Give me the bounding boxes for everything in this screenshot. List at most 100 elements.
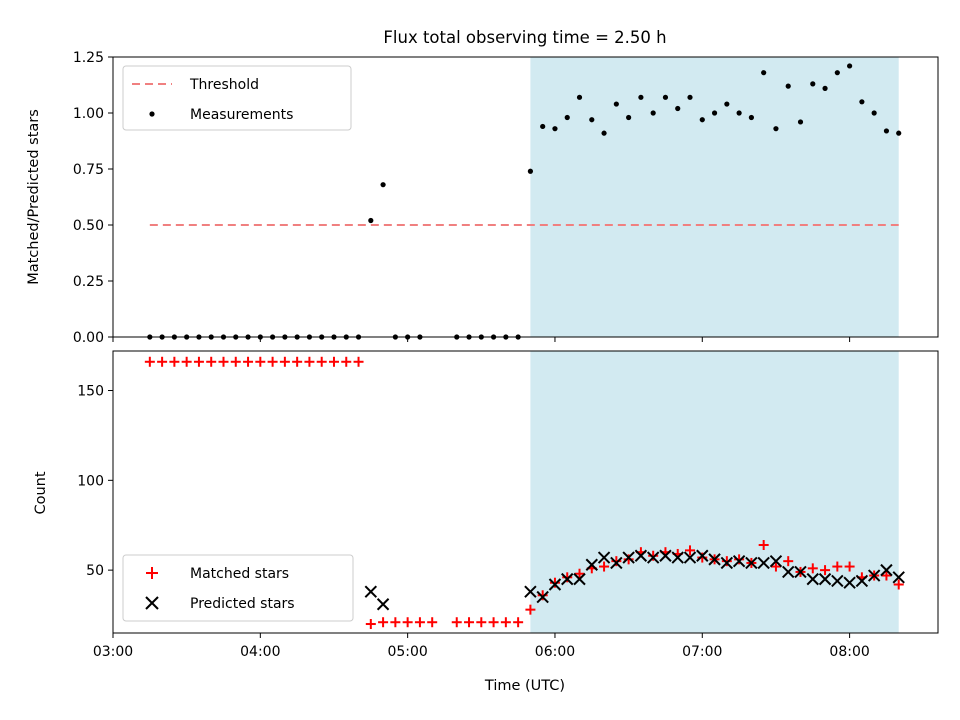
predicted-star-marker bbox=[610, 556, 623, 570]
count-y-tick-label: 150 bbox=[77, 384, 104, 400]
x-tick-label: 05:00 bbox=[387, 644, 427, 660]
predicted-star-marker bbox=[806, 572, 819, 586]
x-tick-label: 08:00 bbox=[829, 644, 869, 660]
matched-legend-label: Matched stars bbox=[190, 566, 289, 582]
measurement-point bbox=[711, 110, 718, 116]
matched-star-marker bbox=[464, 617, 475, 628]
measurements-legend-label: Measurements bbox=[190, 107, 293, 123]
matched-star-marker bbox=[697, 552, 708, 563]
matched-star-marker bbox=[832, 561, 843, 572]
ratio-plot-frame bbox=[112, 56, 939, 338]
matched-star-marker bbox=[292, 356, 303, 367]
matched-star-marker bbox=[157, 356, 168, 367]
matched-star-marker bbox=[353, 356, 364, 367]
matched-star-marker bbox=[770, 561, 781, 572]
measurement-point bbox=[662, 94, 669, 100]
ratio-y-tick-label: 1.25 bbox=[73, 50, 104, 66]
ratio-legend-box bbox=[122, 65, 352, 131]
measurement-point bbox=[724, 101, 730, 107]
matched-star-marker bbox=[893, 579, 904, 590]
measurement-point bbox=[638, 94, 644, 100]
measurement-point bbox=[675, 105, 681, 112]
predicted-star-marker bbox=[732, 554, 746, 568]
measurement-point bbox=[650, 110, 656, 116]
predicted-star-marker bbox=[831, 574, 844, 588]
matched-star-marker bbox=[488, 617, 499, 628]
count-y-tick-label: 50 bbox=[86, 563, 104, 579]
ratio-legend: Threshold Measurements bbox=[122, 65, 352, 131]
count-y-axis-label: Count bbox=[33, 471, 49, 514]
matched-star-marker bbox=[451, 617, 462, 628]
measurement-point bbox=[810, 81, 816, 87]
predicted-star-marker bbox=[843, 576, 856, 589]
ratio-axes: 0.00 0.25 0.50 0.75 1.00 1.25 bbox=[73, 50, 851, 346]
measurement-point bbox=[552, 126, 558, 132]
matched-star-marker bbox=[721, 556, 732, 567]
matched-star-marker bbox=[218, 356, 229, 367]
predicted-star-marker bbox=[769, 554, 783, 568]
measurement-point bbox=[896, 130, 902, 136]
predicted-star-marker bbox=[696, 549, 709, 562]
matched-star-marker bbox=[574, 568, 585, 579]
measurement-point bbox=[834, 70, 840, 76]
measurement-point bbox=[736, 110, 742, 116]
predicted-star-marker bbox=[548, 578, 562, 591]
ratio-panel: 0.00 0.25 0.50 0.75 1.00 1.25 Matched/Predict… bbox=[26, 50, 939, 346]
measurement-point bbox=[822, 85, 828, 91]
matched-star-marker bbox=[267, 356, 278, 367]
matched-star-marker bbox=[734, 554, 745, 565]
count-plot-frame bbox=[112, 350, 939, 634]
measurements-legend-swatch bbox=[149, 111, 155, 117]
predicted-star-marker bbox=[622, 551, 635, 564]
predicted-star-marker bbox=[794, 565, 807, 579]
measurement-point bbox=[797, 119, 804, 125]
predicted-legend-swatch bbox=[145, 596, 159, 610]
predicted-star-marker bbox=[745, 556, 758, 570]
matched-star-marker bbox=[881, 570, 892, 581]
ratio-y-tick-label: 0.25 bbox=[73, 274, 104, 290]
predicted-star-marker bbox=[880, 563, 893, 577]
predicted-legend-label: Predicted stars bbox=[190, 596, 295, 612]
measurement-point bbox=[847, 63, 853, 69]
count-shaded-region bbox=[530, 351, 899, 633]
count-axes: 50 100 150 03:00 04:00 05:00 06:00 07:00 08:00 bbox=[77, 384, 870, 660]
measurement-point bbox=[871, 110, 877, 116]
predicted-star-marker bbox=[659, 549, 672, 562]
ratio-y-tick-label: 0.00 bbox=[73, 330, 104, 346]
predicted-star-marker bbox=[597, 551, 611, 564]
count-points bbox=[144, 356, 905, 630]
predicted-star-marker bbox=[364, 585, 378, 598]
measurement-point bbox=[785, 83, 791, 89]
matched-star-marker bbox=[304, 356, 315, 367]
measurement-point bbox=[380, 182, 386, 188]
matched-star-marker bbox=[623, 554, 634, 565]
measurement-point bbox=[761, 70, 767, 76]
matched-star-marker bbox=[169, 356, 180, 367]
matched-star-marker bbox=[648, 550, 659, 561]
x-tick-label: 04:00 bbox=[240, 644, 280, 660]
matched-star-marker bbox=[427, 617, 438, 628]
count-y-tick-label: 100 bbox=[77, 473, 104, 489]
matched-star-marker bbox=[549, 577, 560, 588]
count-panel: 50 100 150 03:00 04:00 05:00 06:00 07:00 08:00 C… bbox=[33, 350, 939, 694]
matched-star-marker bbox=[476, 617, 487, 628]
predicted-star-marker bbox=[867, 569, 881, 582]
x-tick-label: 03:00 bbox=[93, 644, 133, 660]
matched-star-marker bbox=[758, 539, 769, 550]
predicted-star-marker bbox=[708, 553, 721, 566]
matched-star-marker bbox=[599, 561, 610, 572]
measurement-point bbox=[564, 114, 570, 121]
x-tick-label: 07:00 bbox=[682, 644, 722, 660]
threshold-legend-label: Threshold bbox=[189, 77, 259, 93]
matched-legend-swatch bbox=[146, 567, 158, 579]
predicted-star-marker bbox=[585, 558, 599, 571]
matched-star-marker bbox=[500, 617, 511, 628]
matched-star-marker bbox=[525, 604, 536, 615]
measurement-point bbox=[368, 217, 374, 224]
matched-star-marker bbox=[316, 356, 327, 367]
measurement-point bbox=[859, 99, 865, 105]
matched-star-marker bbox=[513, 617, 524, 628]
ratio-y-tick-label: 0.75 bbox=[73, 162, 104, 178]
predicted-star-marker bbox=[646, 551, 660, 564]
x-tick-label: 06:00 bbox=[535, 644, 575, 660]
